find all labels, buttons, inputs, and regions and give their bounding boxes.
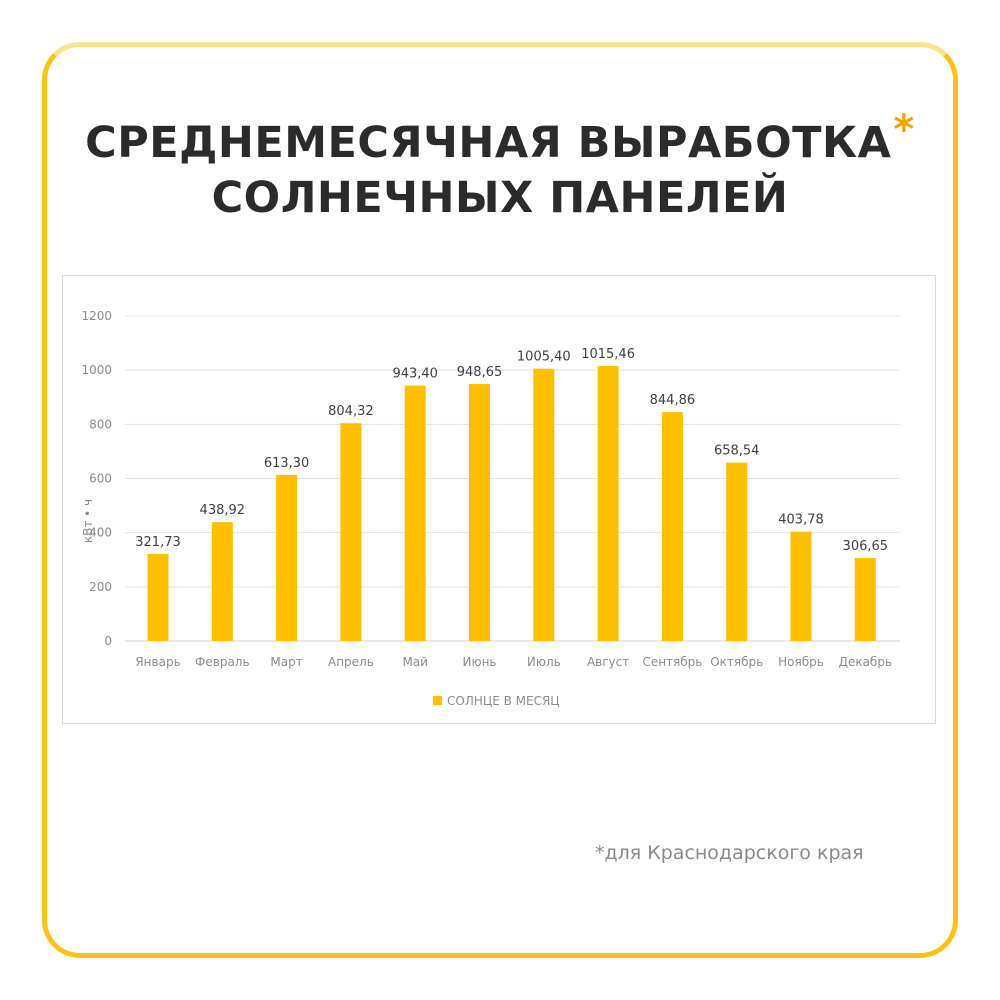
- y-tick-label: 1000: [81, 363, 112, 377]
- legend-label: СОЛНЦЕ В МЕСЯЦ: [447, 694, 560, 708]
- data-label: 321,73: [135, 535, 181, 550]
- page-title: СРЕДНЕМЕСЯЧНАЯ ВЫРАБОТКА* СОЛНЕЧНЫХ ПАНЕ…: [0, 107, 1000, 225]
- title-asterisk: *: [893, 107, 915, 153]
- x-tick-label: Сентябрь: [642, 655, 702, 669]
- data-label: 948,65: [457, 365, 503, 380]
- data-label: 438,92: [200, 503, 246, 518]
- x-tick-label: Март: [270, 655, 302, 669]
- bar: [661, 412, 683, 641]
- y-tick-label: 800: [89, 417, 112, 431]
- title-line-2: СОЛНЕЧНЫХ ПАНЕЛЕЙ: [211, 173, 789, 223]
- x-tick-label: Май: [402, 655, 428, 669]
- y-tick-label: 200: [89, 580, 112, 594]
- x-tick-label: Ноябрь: [778, 655, 824, 669]
- data-label: 1015,46: [581, 347, 635, 362]
- x-tick-label: Октябрь: [710, 655, 763, 669]
- data-label: 403,78: [778, 513, 824, 528]
- y-tick-label: 1200: [81, 309, 112, 323]
- bar: [790, 531, 812, 641]
- bar: [340, 423, 362, 641]
- y-tick-label: 600: [89, 472, 112, 486]
- data-label: 804,32: [328, 404, 374, 419]
- data-label: 613,30: [264, 456, 310, 471]
- x-tick-label: Июль: [527, 655, 561, 669]
- x-tick-label: Декабрь: [839, 655, 892, 669]
- x-tick-label: Январь: [135, 655, 180, 669]
- title-line-1-text: СРЕДНЕМЕСЯЧНАЯ ВЫРАБОТКА: [85, 118, 892, 168]
- bar: [597, 365, 619, 641]
- x-tick-label: Февраль: [195, 655, 250, 669]
- data-label: 844,86: [650, 393, 696, 408]
- bar: [533, 368, 555, 641]
- legend-swatch: [433, 696, 442, 705]
- bar: [404, 385, 426, 641]
- footnote: *для Краснодарского края: [595, 842, 864, 864]
- bar: [854, 557, 876, 641]
- x-tick-label: Апрель: [328, 655, 374, 669]
- x-tick-label: Июнь: [463, 655, 497, 669]
- bar: [276, 474, 298, 641]
- data-label: 306,65: [843, 539, 889, 554]
- bar: [147, 553, 169, 641]
- data-label: 1005,40: [517, 350, 571, 365]
- bar: [469, 384, 490, 641]
- x-tick-label: Август: [587, 655, 629, 669]
- chart-frame: [62, 275, 936, 724]
- bar: [211, 522, 233, 641]
- y-tick-label: 400: [89, 526, 112, 540]
- y-axis-label: кВт • ч: [81, 499, 95, 543]
- title-line-1: СРЕДНЕМЕСЯЧНАЯ ВЫРАБОТКА*: [0, 107, 1000, 171]
- data-label: 943,40: [392, 366, 438, 381]
- y-tick-label: 0: [104, 634, 112, 648]
- data-label: 658,54: [714, 444, 760, 459]
- bar: [726, 462, 748, 641]
